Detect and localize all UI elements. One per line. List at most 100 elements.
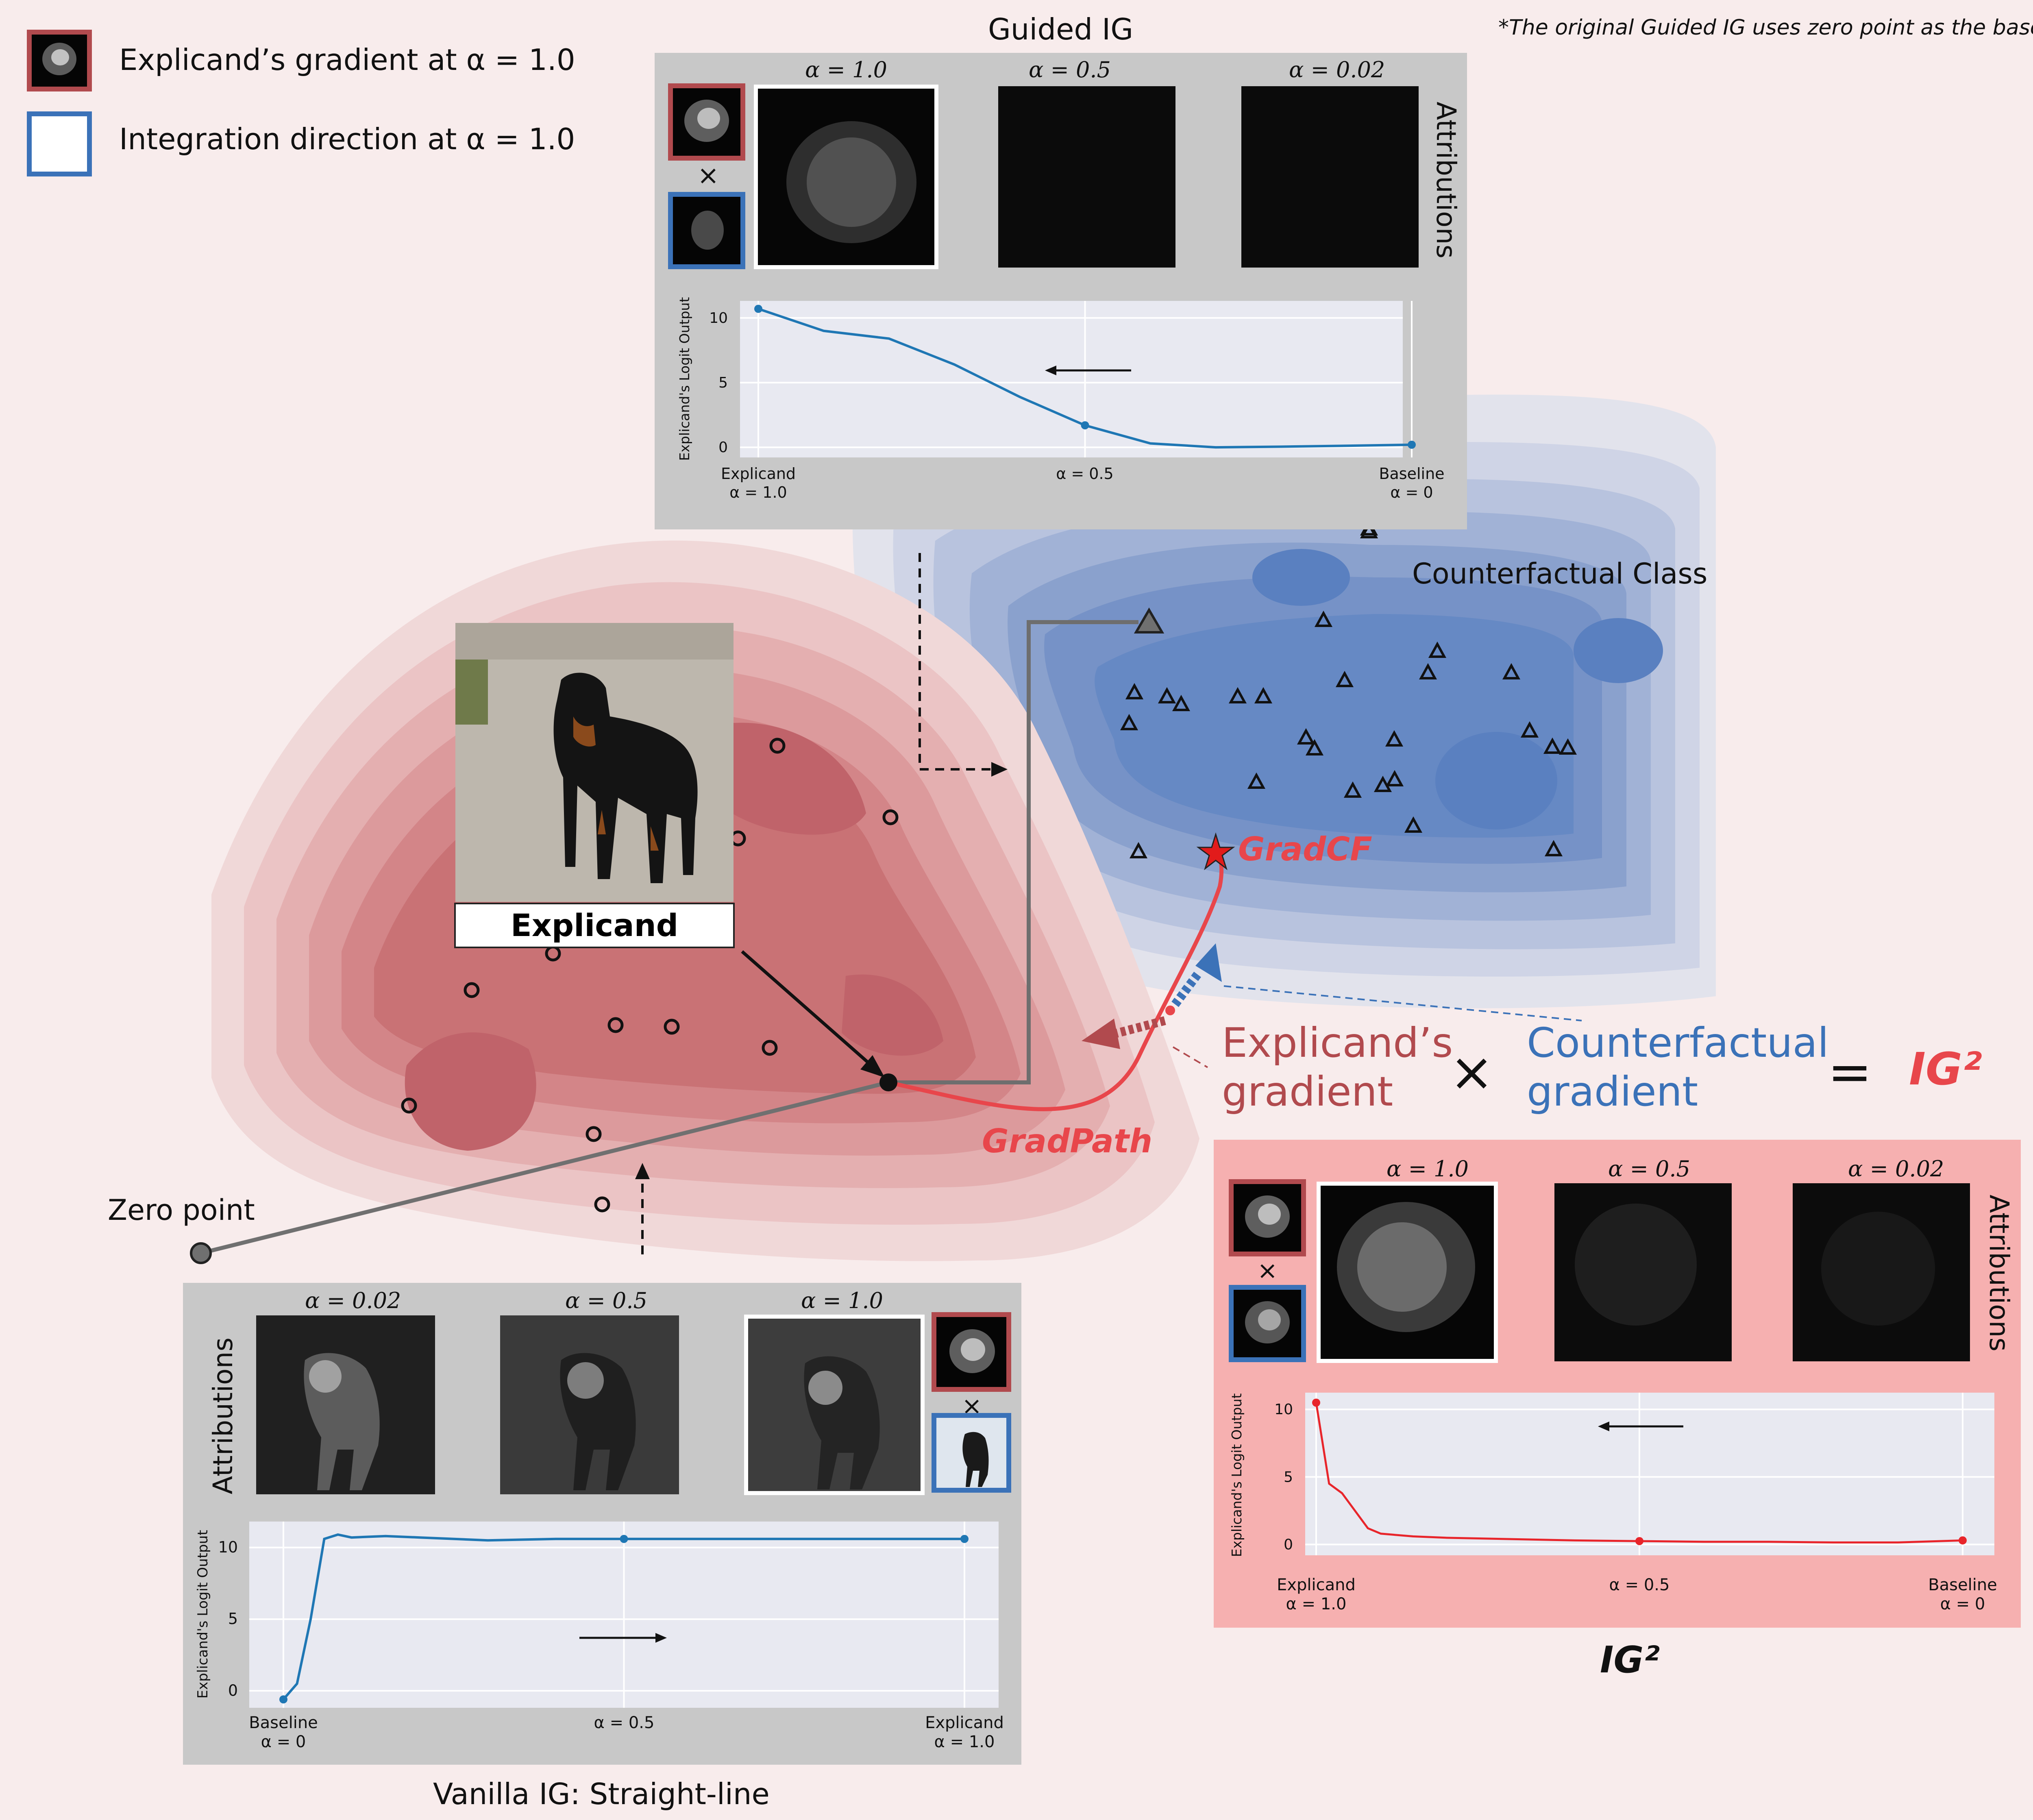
ig2-xtick-baseline: Baseline: [1928, 1576, 1997, 1594]
guided-chart-plot-area: [740, 301, 1403, 457]
ig2-alpha-label-1: α = 1.0: [1387, 1156, 1469, 1182]
ig2-alpha-label-3: α = 0.02: [1848, 1156, 1944, 1182]
guided-attribution-alpha-1: [754, 85, 938, 269]
legend-explicand-gradient-swatch: [27, 30, 92, 91]
explicand-label-box: Explicand: [454, 903, 735, 948]
ig2-attribution-alpha-3: [1793, 1183, 1970, 1361]
guided-ig-link-arrow: [919, 553, 996, 771]
class-point-triangle: [1335, 671, 1354, 687]
explicand-pointer-line: [741, 950, 879, 1073]
guided-chart-point: [754, 305, 762, 313]
explicand-leader-line: [1172, 1046, 1208, 1068]
gradpath-label: GradPath: [982, 1122, 1153, 1160]
guided-attribution-alpha-3: [1241, 86, 1419, 268]
ig2-attributions-label: Attributions: [1983, 1195, 2015, 1352]
equation-times: ×: [1450, 1041, 1494, 1103]
vanilla-attribution-alpha-1: [256, 1315, 435, 1494]
class-point-triangle: [1502, 663, 1521, 679]
explicand-photo: [455, 623, 734, 902]
class-point-triangle: [1247, 772, 1266, 789]
ig2-times-symbol: ×: [1257, 1256, 1278, 1285]
vanilla-alpha-label-2: α = 0.5: [565, 1288, 647, 1313]
class-point-triangle: [1428, 641, 1447, 658]
ig2-chart-plot-area: [1305, 1393, 1994, 1555]
guided-baseline-triangle: [1134, 607, 1165, 634]
class-point-triangle: [1305, 739, 1324, 755]
class-point-circle: [464, 982, 480, 998]
equation-counterfactual-gradient: Counterfactual gradient: [1527, 1019, 1829, 1116]
guided-direction-arrowhead: [1045, 366, 1056, 375]
vanilla-ytick-0: 0: [228, 1681, 238, 1699]
guided-chart-grid: [740, 301, 1413, 457]
guided-alpha-label-3: α = 0.02: [1289, 57, 1385, 83]
vanilla-chart-markers: [279, 1535, 969, 1704]
legend-integration-direction-swatch: [27, 111, 92, 176]
vanilla-ytick-5: 5: [228, 1610, 238, 1628]
vanilla-chart-point: [620, 1535, 628, 1543]
guided-xtick-baseline-alpha: α = 0: [1390, 483, 1433, 501]
guided-ig-chart: 10 5 0 Explicand's Logit Output Explican…: [677, 297, 1445, 501]
guided-ytick-5: 5: [718, 374, 728, 391]
vanilla-attributions-label: Attributions: [207, 1337, 239, 1494]
ig2-xtick-explicand-alpha: α = 1.0: [1286, 1595, 1347, 1613]
class-point-triangle: [1228, 687, 1247, 703]
guided-explicand-gradient-thumb: [668, 83, 745, 161]
vanilla-ylabel: Explicand's Logit Output: [195, 1530, 211, 1698]
equation-term1-line1: Explicand’s: [1222, 1019, 1453, 1067]
guided-xtick-baseline: Baseline: [1379, 465, 1444, 483]
ig2-panel: × α = 1.0 α = 0.5 α = 0.02 Attributions …: [1214, 1140, 2021, 1628]
equation-term2-line2: gradient: [1527, 1068, 1698, 1115]
counterfactual-gradient-arrow: [1171, 969, 1203, 1007]
ig2-chart-series-line: [1315, 1402, 1963, 1544]
explicand-gradient-arrowhead: [1082, 1019, 1120, 1049]
vanilla-xtick-explicand-alpha: α = 1.0: [934, 1733, 995, 1751]
ig2-attribution-alpha-1: [1317, 1182, 1498, 1363]
class-point-circle: [401, 1097, 417, 1114]
vanilla-ytick-10: 10: [218, 1538, 238, 1556]
guided-attribution-alpha-2: [998, 86, 1175, 268]
vanilla-alpha-label-1: α = 0.02: [305, 1288, 401, 1313]
guided-integration-direction-thumb: [668, 192, 745, 269]
ig2-chart-point: [1959, 1536, 1967, 1545]
explicand-pointer-arrowhead: [860, 1055, 885, 1078]
class-point-triangle: [1544, 840, 1563, 856]
vanilla-ig-path: [200, 1080, 889, 1255]
vanilla-ig-chart: 10 5 0 Explicand's Logit Output Baseline…: [195, 1522, 1004, 1751]
class-point-circle: [882, 809, 899, 825]
ig2-chart-point: [1635, 1537, 1643, 1546]
class-point-circle: [762, 1040, 778, 1056]
guided-ylabel: Explicand's Logit Output: [677, 297, 692, 461]
guided-chart-point: [1408, 440, 1416, 449]
class-point-triangle: [1314, 610, 1333, 627]
footnote: *The original Guided IG uses zero point …: [1498, 15, 2033, 40]
vanilla-explicand-gradient-thumb: [932, 1312, 1011, 1392]
legend-item-integration-direction: Integration direction at α = 1.0: [119, 122, 575, 156]
counterfactual-leader-line: [1223, 985, 1582, 1021]
gradcf-label: GradCF: [1238, 830, 1372, 868]
ig2-chart-grid: [1305, 1393, 1994, 1555]
guided-ytick-10: 10: [709, 310, 728, 327]
ig2-chart: 10 5 0 Explicand's Logit Output Explican…: [1229, 1393, 1997, 1613]
gradpath-curve: [888, 845, 1224, 1111]
counterfactual-class-points: [1120, 519, 1577, 858]
class-point-triangle: [1385, 770, 1404, 786]
class-point-triangle: [1254, 687, 1273, 703]
guided-xtick-explicand: Explicand: [721, 465, 796, 483]
class-point-triangle: [1520, 721, 1539, 738]
explicand-point-marker: [879, 1073, 897, 1091]
guided-ytick-0: 0: [718, 439, 728, 456]
class-point-circle: [594, 1196, 610, 1213]
guided-ig-link-arrowhead: [991, 762, 1008, 777]
guided-xtick-explicand-alpha: α = 1.0: [729, 483, 787, 501]
ig2-chart-point: [1312, 1398, 1320, 1407]
ig2-ylabel: Explicand's Logit Output: [1229, 1393, 1245, 1557]
counterfactual-gradient-arrowhead: [1195, 943, 1222, 982]
equation-term1-line2: gradient: [1222, 1068, 1393, 1115]
class-point-circle: [586, 1126, 602, 1142]
guided-times-symbol: ×: [697, 161, 719, 191]
guided-alpha-label-2: α = 0.5: [1029, 57, 1111, 83]
class-point-triangle: [1543, 737, 1562, 754]
class-point-triangle: [1297, 728, 1315, 745]
class-point-triangle: [1158, 687, 1176, 703]
